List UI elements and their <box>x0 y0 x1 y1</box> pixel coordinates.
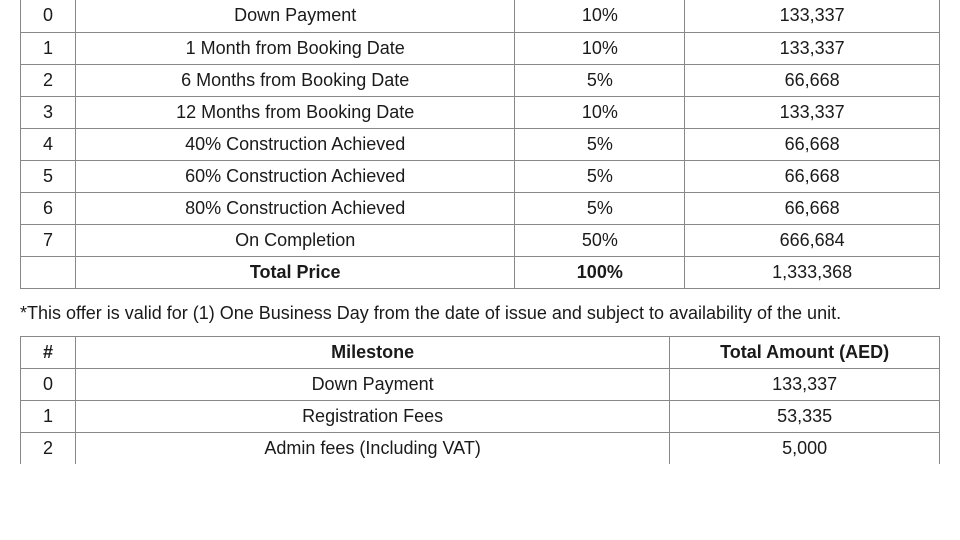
row-percent: 5% <box>515 160 685 192</box>
row-percent: 10% <box>515 32 685 64</box>
row-amount: 133,337 <box>685 0 940 32</box>
payment-plan-table: 0 Down Payment 10% 133,337 1 1 Month fro… <box>20 0 940 289</box>
row-index: 4 <box>21 128 76 160</box>
row-index: 2 <box>21 432 76 464</box>
row-percent: 10% <box>515 96 685 128</box>
header-index: # <box>21 336 76 368</box>
total-label: Total Price <box>75 256 514 288</box>
fees-table: # Milestone Total Amount (AED) 0 Down Pa… <box>20 336 940 465</box>
row-index: 6 <box>21 192 76 224</box>
row-percent: 5% <box>515 128 685 160</box>
total-percent: 100% <box>515 256 685 288</box>
row-amount: 133,337 <box>670 368 940 400</box>
row-amount: 53,335 <box>670 400 940 432</box>
table-row: 2 Admin fees (Including VAT) 5,000 <box>21 432 940 464</box>
row-milestone: 12 Months from Booking Date <box>75 96 514 128</box>
table-row: 0 Down Payment 133,337 <box>21 368 940 400</box>
table-row: 5 60% Construction Achieved 5% 66,668 <box>21 160 940 192</box>
row-milestone: 40% Construction Achieved <box>75 128 514 160</box>
table-row: 7 On Completion 50% 666,684 <box>21 224 940 256</box>
validity-note: *This offer is valid for (1) One Busines… <box>20 303 940 324</box>
row-amount: 66,668 <box>685 160 940 192</box>
row-milestone: 6 Months from Booking Date <box>75 64 514 96</box>
header-amount: Total Amount (AED) <box>670 336 940 368</box>
row-index: 0 <box>21 368 76 400</box>
row-milestone: Registration Fees <box>75 400 669 432</box>
table-row: 4 40% Construction Achieved 5% 66,668 <box>21 128 940 160</box>
table-row: 6 80% Construction Achieved 5% 66,668 <box>21 192 940 224</box>
total-blank <box>21 256 76 288</box>
header-milestone: Milestone <box>75 336 669 368</box>
table-row: 3 12 Months from Booking Date 10% 133,33… <box>21 96 940 128</box>
row-percent: 50% <box>515 224 685 256</box>
total-amount: 1,333,368 <box>685 256 940 288</box>
row-index: 0 <box>21 0 76 32</box>
table-row: 1 Registration Fees 53,335 <box>21 400 940 432</box>
row-milestone: 1 Month from Booking Date <box>75 32 514 64</box>
row-index: 7 <box>21 224 76 256</box>
row-milestone: Admin fees (Including VAT) <box>75 432 669 464</box>
row-index: 2 <box>21 64 76 96</box>
row-percent: 10% <box>515 0 685 32</box>
payment-plan-body: 0 Down Payment 10% 133,337 1 1 Month fro… <box>21 0 940 288</box>
row-amount: 66,668 <box>685 192 940 224</box>
row-milestone: Down Payment <box>75 0 514 32</box>
row-percent: 5% <box>515 192 685 224</box>
row-index: 1 <box>21 32 76 64</box>
row-milestone: On Completion <box>75 224 514 256</box>
table-row: 0 Down Payment 10% 133,337 <box>21 0 940 32</box>
fees-header-row: # Milestone Total Amount (AED) <box>21 336 940 368</box>
row-amount: 5,000 <box>670 432 940 464</box>
row-percent: 5% <box>515 64 685 96</box>
row-milestone: 60% Construction Achieved <box>75 160 514 192</box>
total-row: Total Price 100% 1,333,368 <box>21 256 940 288</box>
row-amount: 66,668 <box>685 64 940 96</box>
row-milestone: 80% Construction Achieved <box>75 192 514 224</box>
row-amount: 133,337 <box>685 32 940 64</box>
row-index: 5 <box>21 160 76 192</box>
row-amount: 666,684 <box>685 224 940 256</box>
table-row: 2 6 Months from Booking Date 5% 66,668 <box>21 64 940 96</box>
row-index: 3 <box>21 96 76 128</box>
row-amount: 66,668 <box>685 128 940 160</box>
row-index: 1 <box>21 400 76 432</box>
row-amount: 133,337 <box>685 96 940 128</box>
row-milestone: Down Payment <box>75 368 669 400</box>
table-row: 1 1 Month from Booking Date 10% 133,337 <box>21 32 940 64</box>
